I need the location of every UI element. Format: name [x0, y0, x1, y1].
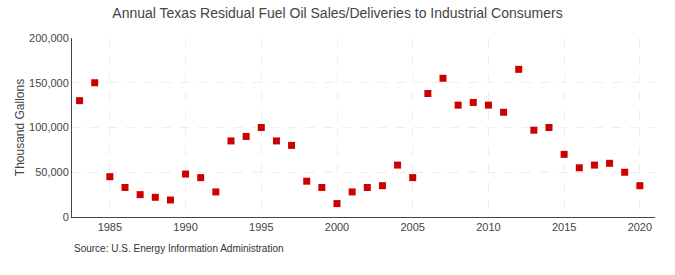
svg-text:2015: 2015 — [552, 221, 576, 233]
svg-text:2020: 2020 — [628, 221, 652, 233]
svg-text:Thousand Gallons: Thousand Gallons — [13, 79, 27, 176]
svg-text:1990: 1990 — [173, 221, 197, 233]
svg-text:2005: 2005 — [400, 221, 424, 233]
svg-text:0: 0 — [63, 211, 69, 223]
svg-text:50,000: 50,000 — [35, 166, 69, 178]
svg-text:2000: 2000 — [325, 221, 349, 233]
svg-text:200,000: 200,000 — [29, 32, 69, 44]
svg-text:1985: 1985 — [98, 221, 122, 233]
svg-text:2010: 2010 — [476, 221, 500, 233]
svg-text:150,000: 150,000 — [29, 77, 69, 89]
svg-text:1995: 1995 — [249, 221, 273, 233]
svg-text:Annual Texas Residual Fuel Oil: Annual Texas Residual Fuel Oil Sales/Del… — [112, 5, 562, 21]
svg-text:100,000: 100,000 — [29, 121, 69, 133]
svg-text:Source: U.S. Energy Informatio: Source: U.S. Energy Information Administ… — [74, 243, 284, 254]
